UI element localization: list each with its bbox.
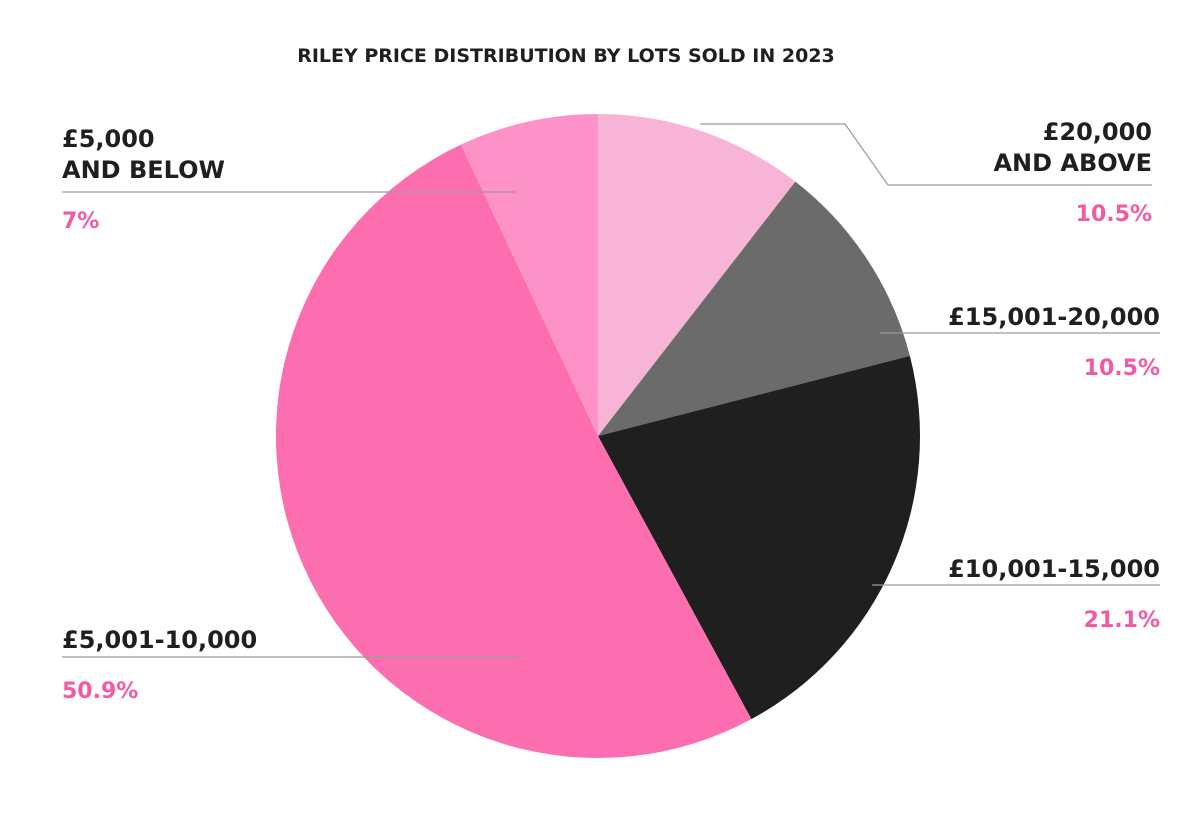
slice-value-label: 50.9% bbox=[62, 679, 138, 704]
slice-label: £20,000 bbox=[1043, 118, 1152, 146]
slice-label: £5,001-10,000 bbox=[62, 626, 257, 654]
slice-labels: £20,000 AND ABOVE 10.5% £15,001-20,000 10.5%… bbox=[62, 118, 1160, 704]
slice-value-label: 10.5% bbox=[1084, 356, 1160, 381]
slice-value-label: 10.5% bbox=[1076, 202, 1152, 227]
slice-label: £15,001-20,000 bbox=[948, 303, 1160, 331]
slice-label: AND BELOW bbox=[62, 156, 225, 184]
pie-slice bbox=[275, 144, 752, 759]
pie-slice bbox=[598, 181, 910, 436]
slice-value-label: 7% bbox=[62, 209, 99, 234]
pie-slices bbox=[275, 114, 920, 759]
slice-label: £5,000 bbox=[62, 125, 155, 153]
leader-line bbox=[700, 123, 1152, 186]
chart-title: RILEY PRICE DISTRIBUTION BY LOTS SOLD IN… bbox=[297, 45, 835, 67]
slice-label: AND ABOVE bbox=[993, 149, 1152, 177]
pie-slice bbox=[598, 355, 920, 720]
leader-lines bbox=[62, 123, 1160, 658]
pie-slice bbox=[460, 114, 598, 436]
slice-value-label: 21.1% bbox=[1084, 608, 1160, 633]
slice-label: £10,001-15,000 bbox=[948, 555, 1160, 583]
pie-slice bbox=[598, 114, 796, 436]
